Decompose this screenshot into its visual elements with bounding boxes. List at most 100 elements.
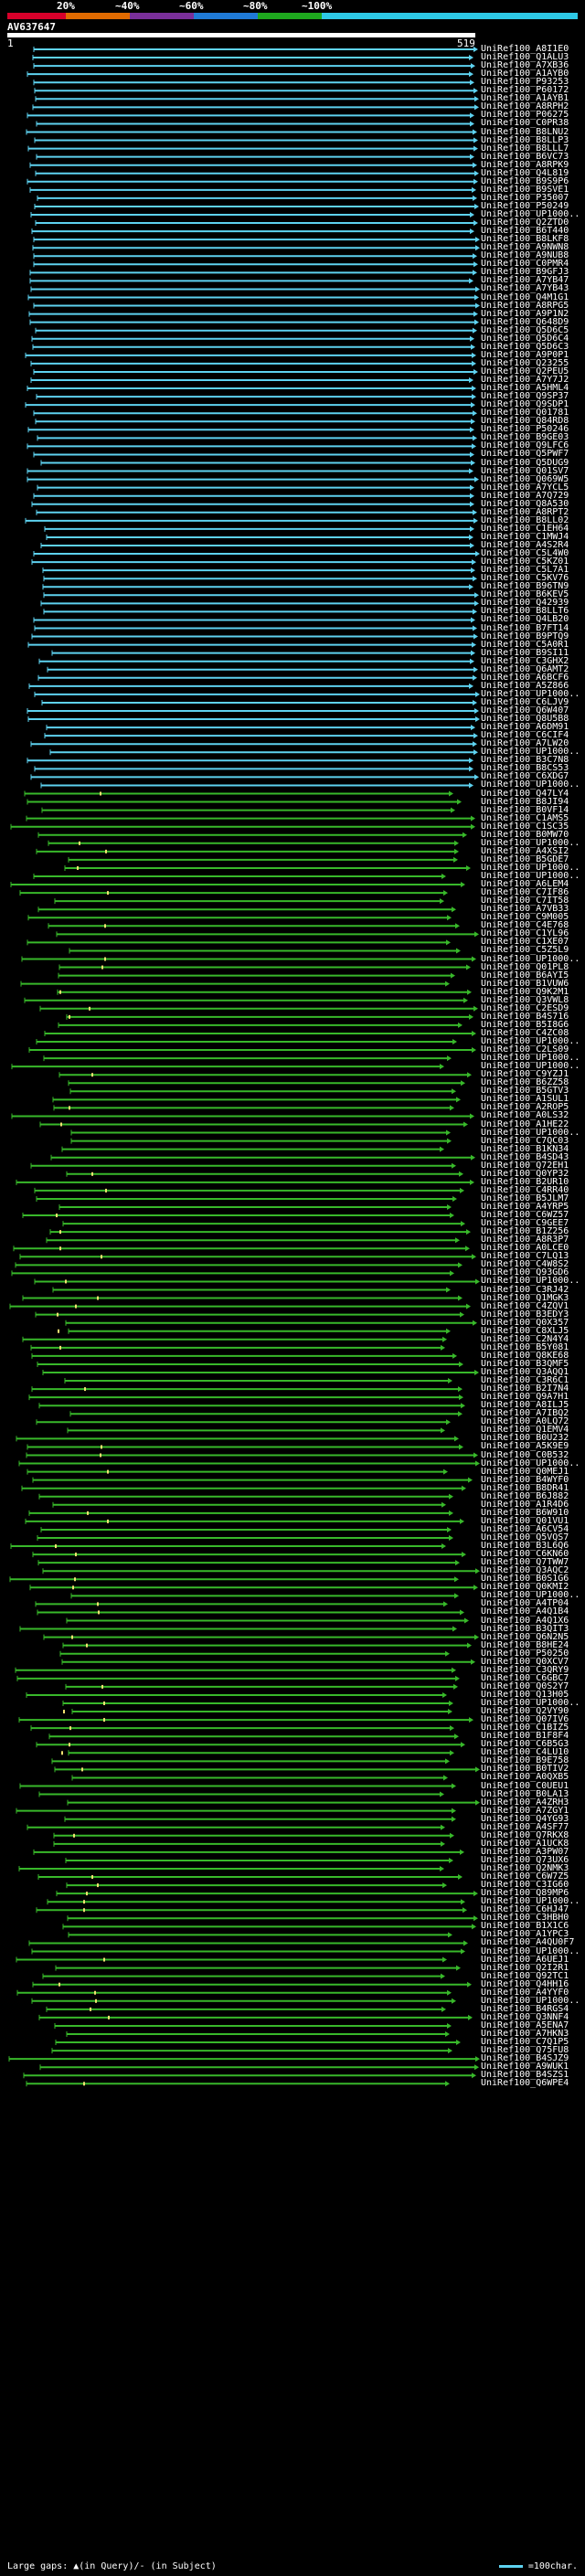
hit-label[interactable]: UniRef100_C2LS09 [481,1044,569,1055]
hit-label[interactable]: UniRef100_Q84RD8 [481,416,569,427]
hit-label[interactable]: UniRef100_Q2PEU5 [481,366,569,376]
hit-label[interactable]: UniRef100_C4ZC08 [481,1027,569,1038]
hit-label[interactable]: UniRef100_Q89MP6 [481,1888,569,1899]
hit-label[interactable]: UniRef100_B0S1G6 [481,1574,569,1585]
hit-label[interactable]: UniRef100_B0LA13 [481,1788,569,1799]
hit-label[interactable]: UniRef100_B8DR41 [481,1482,569,1493]
hit-label[interactable]: UniRef100_B3L6Q6 [481,1541,569,1552]
hit-label[interactable]: UniRef100_B1KN34 [481,1143,569,1154]
hit-label[interactable]: UniRef100_A7YB47 [481,275,569,286]
hit-label[interactable]: UniRef100_Q73UX6 [481,1854,569,1865]
hit-label[interactable]: UniRef100_Q5D6C4 [481,333,569,344]
hit-label[interactable]: UniRef100_A7IBQ2 [481,1408,569,1419]
hit-label[interactable]: UniRef100_Q75FU8 [481,2045,569,2056]
hit-label[interactable]: UniRef100_C7Q1P5 [481,2037,569,2048]
hit-label[interactable]: UniRef100_C2ESD9 [481,1002,569,1013]
hit-label[interactable]: UniRef100_Q7RKX8 [481,1829,569,1840]
hit-label[interactable]: UniRef100_B6ZZ58 [481,1077,569,1088]
hit-label[interactable]: UniRef100_Q6W407 [481,705,569,716]
hit-label[interactable]: UniRef100_B8LNU2 [481,126,569,137]
hit-label[interactable]: UniRef100_C1MWJ4 [481,531,569,542]
hit-label[interactable]: UniRef100_A0LQ72 [481,1416,569,1427]
hit-label[interactable]: UniRef100_A1YPC3 [481,1929,569,1940]
hit-label[interactable]: UniRef100_Q4YG93 [481,1813,569,1824]
hit-label[interactable]: UniRef100_A6CV54 [481,1523,569,1534]
hit-label[interactable]: UniRef100_C9YZJ1 [481,1069,569,1080]
hit-label[interactable]: UniRef100_C6B5G3 [481,1739,569,1750]
hit-label[interactable]: UniRef100_A4ZRH3 [481,1797,569,1807]
hit-label[interactable]: UniRef100_UP1000.. [481,1036,580,1046]
hit-label[interactable]: UniRef100_B4SZS1 [481,2070,569,2081]
hit-label[interactable]: UniRef100_UP1000.. [481,1896,580,1907]
hit-label[interactable]: UniRef100_Q1ALU3 [481,52,569,63]
hit-label[interactable]: UniRef100_A1UCK8 [481,1838,569,1849]
hit-label[interactable]: UniRef100_Q42939 [481,598,569,609]
hit-label[interactable]: UniRef100_Q3AQQ1 [481,1367,569,1377]
hit-label[interactable]: UniRef100_B8LL02 [481,514,569,525]
hit-label[interactable]: UniRef100_C3RJ42 [481,1284,569,1295]
hit-label[interactable]: UniRef100_C1SC35 [481,821,569,832]
hit-label[interactable]: UniRef100_C5KV76 [481,573,569,584]
hit-label[interactable]: UniRef100_A8I1E0 [481,44,569,54]
hit-label[interactable]: UniRef100_C1XE07 [481,937,569,948]
hit-label[interactable]: UniRef100_A5HML4 [481,383,569,394]
hit-label[interactable]: UniRef100_P35007 [481,192,569,203]
hit-label[interactable]: UniRef100_B3QMF5 [481,1358,569,1369]
hit-label[interactable]: UniRef100_Q3NNF4 [481,2011,569,2022]
hit-label[interactable]: UniRef100_Q23255 [481,357,569,368]
hit-label[interactable]: UniRef100_A4Q1X6 [481,1615,569,1626]
hit-label[interactable]: UniRef100_A0LS32 [481,1110,569,1121]
hit-label[interactable]: UniRef100_A1R4D6 [481,1499,569,1510]
hit-label[interactable]: UniRef100_B9SI11 [481,647,569,658]
hit-label[interactable]: UniRef100_C6HJ47 [481,1904,569,1915]
hit-label[interactable]: UniRef100_B1F8F4 [481,1731,569,1742]
hit-label[interactable]: UniRef100_Q3AQC2 [481,1565,569,1576]
hit-label[interactable]: UniRef100_UP1000.. [481,1590,580,1601]
hit-label[interactable]: UniRef100_A0QXB5 [481,1772,569,1783]
hit-label[interactable]: UniRef100_A8RPG5 [481,300,569,311]
hit-label[interactable]: UniRef100_C0UEU1 [481,1780,569,1791]
hit-label[interactable]: UniRef100_A4S2R4 [481,540,569,550]
hit-label[interactable]: UniRef100_Q13H05 [481,1689,569,1700]
hit-label[interactable]: UniRef100_A7HKN3 [481,2029,569,2039]
hit-label[interactable]: UniRef100_B8LLT6 [481,606,569,617]
hit-label[interactable]: UniRef100_C1EH64 [481,523,569,534]
hit-label[interactable]: UniRef100_C7IF86 [481,887,569,898]
hit-label[interactable]: UniRef100_Q8U5B8 [481,714,569,725]
hit-label[interactable]: UniRef100_UP1000.. [481,1995,580,2006]
hit-label[interactable]: UniRef100_Q1EMV4 [481,1425,569,1436]
hit-label[interactable]: UniRef100_Q01PL8 [481,961,569,972]
hit-label[interactable]: UniRef100_B4RGS4 [481,2003,569,2014]
hit-label[interactable]: UniRef100_B6KEV5 [481,589,569,600]
hit-label[interactable]: UniRef100_B3EDY3 [481,1309,569,1320]
hit-label[interactable]: UniRef100_C4LU10 [481,1747,569,1758]
hit-label[interactable]: UniRef100_B6AYI5 [481,970,569,981]
hit-label[interactable]: UniRef100_A3PW07 [481,1846,569,1857]
hit-label[interactable]: UniRef100_B8HE24 [481,1639,569,1650]
hit-label[interactable]: UniRef100_Q92TC1 [481,1970,569,1981]
hit-label[interactable]: UniRef100_P50246 [481,424,569,435]
hit-label[interactable]: UniRef100_P60172 [481,85,569,96]
hit-label[interactable]: UniRef100_Q01SV7 [481,465,569,476]
hit-label[interactable]: UniRef100_Q2I2R1 [481,1962,569,1973]
hit-label[interactable]: UniRef100_A7YB43 [481,283,569,294]
hit-label[interactable]: UniRef100_C1YL96 [481,928,569,939]
hit-label[interactable]: UniRef100_C6W7Z5 [481,1871,569,1882]
hit-label[interactable]: UniRef100_B6J882 [481,1490,569,1501]
hit-label[interactable]: UniRef100_C4W8S2 [481,1259,569,1270]
hit-label[interactable]: UniRef100_UP1000.. [481,1698,580,1708]
hit-label[interactable]: UniRef100_C5A0R1 [481,639,569,650]
hit-label[interactable]: UniRef100_UP1000.. [481,1053,580,1064]
hit-label[interactable]: UniRef100_Q01VU1 [481,1515,569,1526]
hit-label[interactable]: UniRef100_C7IT58 [481,896,569,906]
hit-label[interactable]: UniRef100_C0B532 [481,1449,569,1460]
hit-label[interactable]: UniRef100_A4QU0F7 [481,1937,575,1948]
hit-label[interactable]: UniRef100_A6UEJ1 [481,1954,569,1965]
hit-label[interactable]: UniRef100_P93253 [481,77,569,88]
hit-label[interactable]: UniRef100_Q0XCV7 [481,1656,569,1667]
query-id[interactable]: AV637647 [7,21,56,33]
hit-label[interactable]: UniRef100_UP1000.. [481,953,580,964]
hit-label[interactable]: UniRef100_P50250 [481,1648,569,1659]
hit-label[interactable]: UniRef100_B3C7N8 [481,755,569,766]
hit-label[interactable]: UniRef100_C4ZQV1 [481,1300,569,1311]
